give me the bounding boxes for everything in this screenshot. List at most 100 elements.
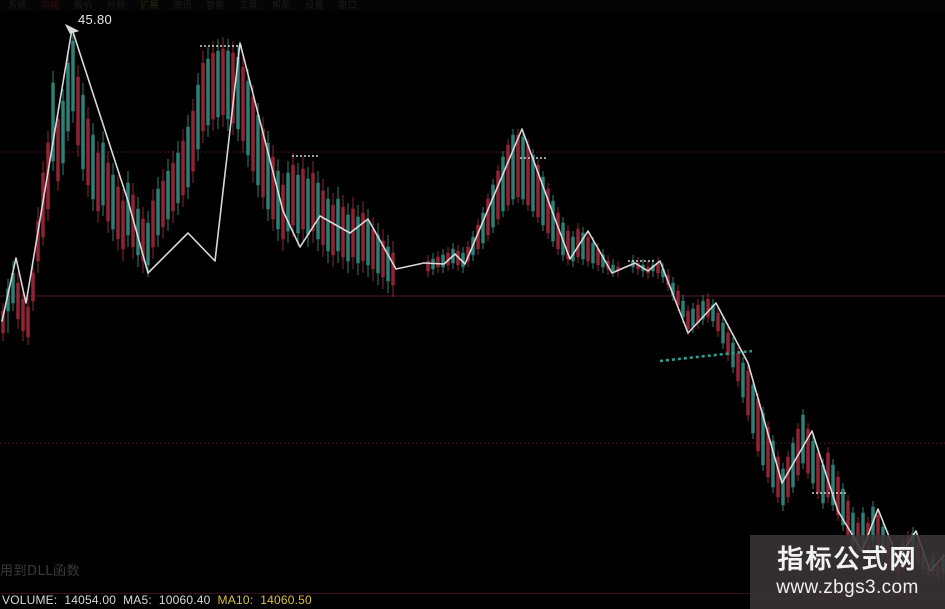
candle-body [251,96,255,172]
candle-body [831,464,835,506]
candle-body [286,172,290,232]
candle-body [761,412,765,466]
candle-body [386,246,390,282]
candle-body [71,40,75,112]
candle-body [821,464,825,504]
candle-body [576,228,580,258]
candle-body [66,62,70,132]
candle-body [441,254,445,268]
candle-body [501,156,505,212]
toolbar-item-7[interactable]: 工具 [239,0,259,10]
toolbar-item-1[interactable]: 功能 [41,0,61,10]
toolbar-item-8[interactable]: 帮助 [272,0,292,10]
candle-body [536,164,540,218]
candle-body [171,162,175,212]
candle-body [256,114,260,186]
ma10-value: 14060.50 [260,594,312,607]
candle-body [356,216,360,264]
candle-body [116,186,120,240]
candle-body [701,300,705,320]
toolbar-item-4[interactable]: 扩展 [140,0,160,10]
candle-body [511,134,515,200]
candle-body [521,136,525,200]
candle-body [341,206,345,258]
ma10-label: MA10: [217,594,254,607]
candle-body [121,200,125,250]
candle-body [716,312,720,332]
toolbar-item-3[interactable]: 分析 [107,0,127,10]
candle-body [271,156,275,220]
candle-body [741,362,745,398]
ma5-label: MA5: [123,594,152,607]
candle-body [531,154,535,212]
candle-body [481,212,485,244]
volume-panel-divider [0,593,945,594]
candle-body [56,118,60,182]
candle-body [1,310,5,334]
candle-body [306,178,310,236]
candle-body [316,182,320,240]
candle-body [151,200,155,248]
candle-body [211,52,215,120]
candle-body [751,384,755,434]
toolbar-item-2[interactable]: 报价 [74,0,94,10]
volume-label: VOLUME: [2,594,58,607]
candle-body [166,170,170,220]
candle-body [126,182,130,236]
toolbar-item-6[interactable]: 智能 [206,0,226,10]
kline-chart-area[interactable] [0,11,945,596]
candle-body [186,126,190,188]
toolbar-item-0[interactable]: 系统 [8,0,28,10]
zigzag-indicator-line [1,28,945,572]
candle-body [496,170,500,220]
main-toolbar[interactable]: 系统 功能 报价 分析 扩展 资讯 智能 工具 帮助 设置 窗口 [0,0,945,11]
candle-body [706,298,710,318]
candle-body [361,212,365,262]
toolbar-item-10[interactable]: 窗口 [338,0,358,10]
candle-body [766,426,770,478]
candle-body [206,58,210,126]
volume-value: 14054.00 [64,594,117,607]
candle-body [261,128,265,198]
candle-body [216,50,220,118]
candle-body [191,110,195,172]
toolbar-item-5[interactable]: 资讯 [173,0,193,10]
candle-body [226,50,230,120]
candle-series [1,29,945,583]
candle-body [841,488,845,526]
candle-body [161,180,165,228]
candle-body [276,170,280,230]
toolbar-item-9[interactable]: 设置 [305,0,325,10]
candle-body [91,134,95,200]
candle-body [586,236,590,262]
candlestick-canvas [0,23,945,583]
candle-body [366,220,370,266]
candle-body [726,332,730,356]
candle-body [691,308,695,328]
candle-body [426,260,430,272]
candle-body [51,82,55,162]
candle-body [76,76,80,146]
candle-body [541,176,545,226]
candle-body [291,164,295,226]
candle-body [146,222,150,266]
candle-body [676,290,680,306]
candle-body [746,370,750,416]
watermark-url: www.zbgs3.com [776,577,919,598]
candle-body [516,134,520,198]
candle-body [196,84,200,150]
candle-body [816,452,820,494]
candle-body [566,230,570,260]
candle-body [551,200,555,242]
volume-subchart[interactable]: VOLUME: 14054.00 MA5: 10060.40 MA10: 14060.50 [0,594,945,609]
candle-body [101,142,105,206]
candle-body [241,66,245,142]
candle-body [21,298,25,332]
candle-body [26,306,30,338]
candle-body [301,168,305,230]
candle-body [391,252,395,286]
candle-body [296,174,300,234]
candle-body [376,234,380,274]
candle-body [81,94,85,170]
